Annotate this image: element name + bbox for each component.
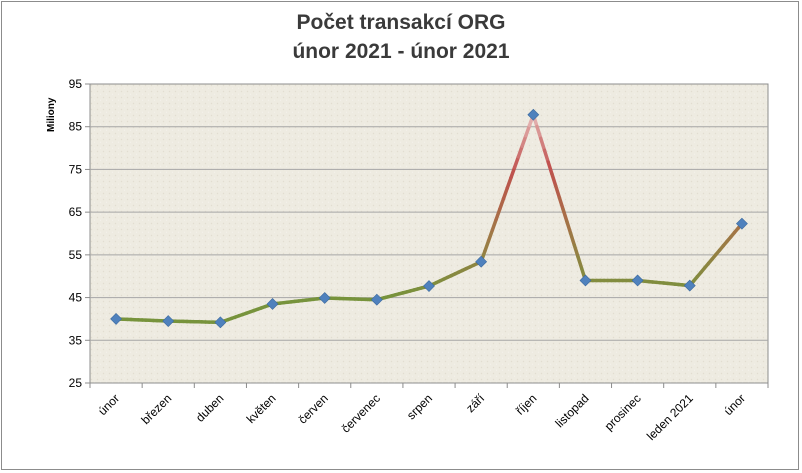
series-line-segment (486, 228, 495, 243)
series-line-segment (542, 148, 550, 164)
data-point (318, 292, 331, 304)
x-tick-label: říjen (513, 391, 539, 417)
x-axis-ticks: únor březen duben květen červen červenec srpen… (89, 383, 769, 443)
series-line-segment (535, 124, 543, 141)
series-line-segment (498, 196, 506, 211)
series-line-segment (516, 144, 524, 159)
series-markers (110, 108, 748, 329)
y-tick-label: 25 (69, 376, 83, 390)
data-point (683, 279, 696, 292)
y-tick-label: 55 (69, 248, 83, 262)
x-tick-label: březen (138, 391, 174, 427)
data-point (735, 217, 748, 230)
x-tick-label: srpen (404, 391, 435, 422)
chart-title: Počet transakcí ORG (296, 11, 506, 34)
series-line-segment (546, 160, 554, 176)
y-tick-label: 35 (69, 333, 83, 347)
y-axis-label: Miliony (46, 97, 57, 132)
data-point (579, 274, 592, 287)
series-line-segment (494, 207, 502, 222)
x-tick-label: duben (193, 391, 226, 424)
series-line-segment (520, 133, 528, 148)
data-point (423, 280, 435, 292)
data-point (214, 316, 227, 329)
x-tick-label: červenec (339, 391, 383, 435)
data-point (631, 274, 644, 287)
series-line-segment (501, 186, 509, 201)
series-line-segment (561, 207, 569, 224)
data-point (527, 108, 540, 121)
x-tick-label: červen (295, 391, 330, 426)
series-line-segment (557, 195, 565, 212)
data-point (475, 255, 488, 268)
series-line-segment (572, 243, 580, 259)
x-tick-label: únor (95, 391, 122, 418)
series-line-segment (512, 154, 521, 169)
data-point (370, 293, 383, 306)
y-axis-ticks: 25 35 45 55 65 75 85 95 (69, 77, 90, 390)
y-tick-label: 85 (69, 120, 83, 134)
y-tick-label: 75 (69, 162, 83, 176)
series-line-segment (509, 165, 517, 180)
plot-area (89, 83, 769, 384)
series-line-segment (553, 184, 562, 200)
chart-subtitle: únor 2021 - únor 2021 (292, 40, 510, 63)
x-tick-label: leden 2021 (644, 391, 696, 443)
series-line-segment (565, 219, 573, 235)
data-point (110, 313, 123, 325)
series-line-segment (505, 175, 513, 190)
series-line-segment (524, 123, 532, 138)
data-point (162, 315, 175, 327)
series-line-segment (576, 255, 584, 271)
series-line-segment (550, 172, 558, 188)
x-tick-label: únor (721, 391, 748, 418)
data-point (266, 298, 279, 310)
x-tick-label: prosinec (602, 391, 644, 433)
y-tick-label: 65 (69, 205, 83, 219)
x-tick-label: září (463, 391, 488, 416)
gridlines (90, 126, 768, 341)
series-line-segment (483, 238, 491, 253)
series-line-segment (490, 217, 498, 232)
series-line-segment (568, 231, 577, 247)
y-tick-label: 45 (69, 291, 83, 305)
x-tick-label: listopad (552, 391, 591, 430)
y-tick-label: 95 (69, 77, 83, 91)
x-tick-label: květen (244, 391, 279, 426)
series-line-segment (539, 136, 547, 153)
chart-title-block: Počet transakcí ORG únor 2021 - únor 202… (0, 8, 802, 66)
